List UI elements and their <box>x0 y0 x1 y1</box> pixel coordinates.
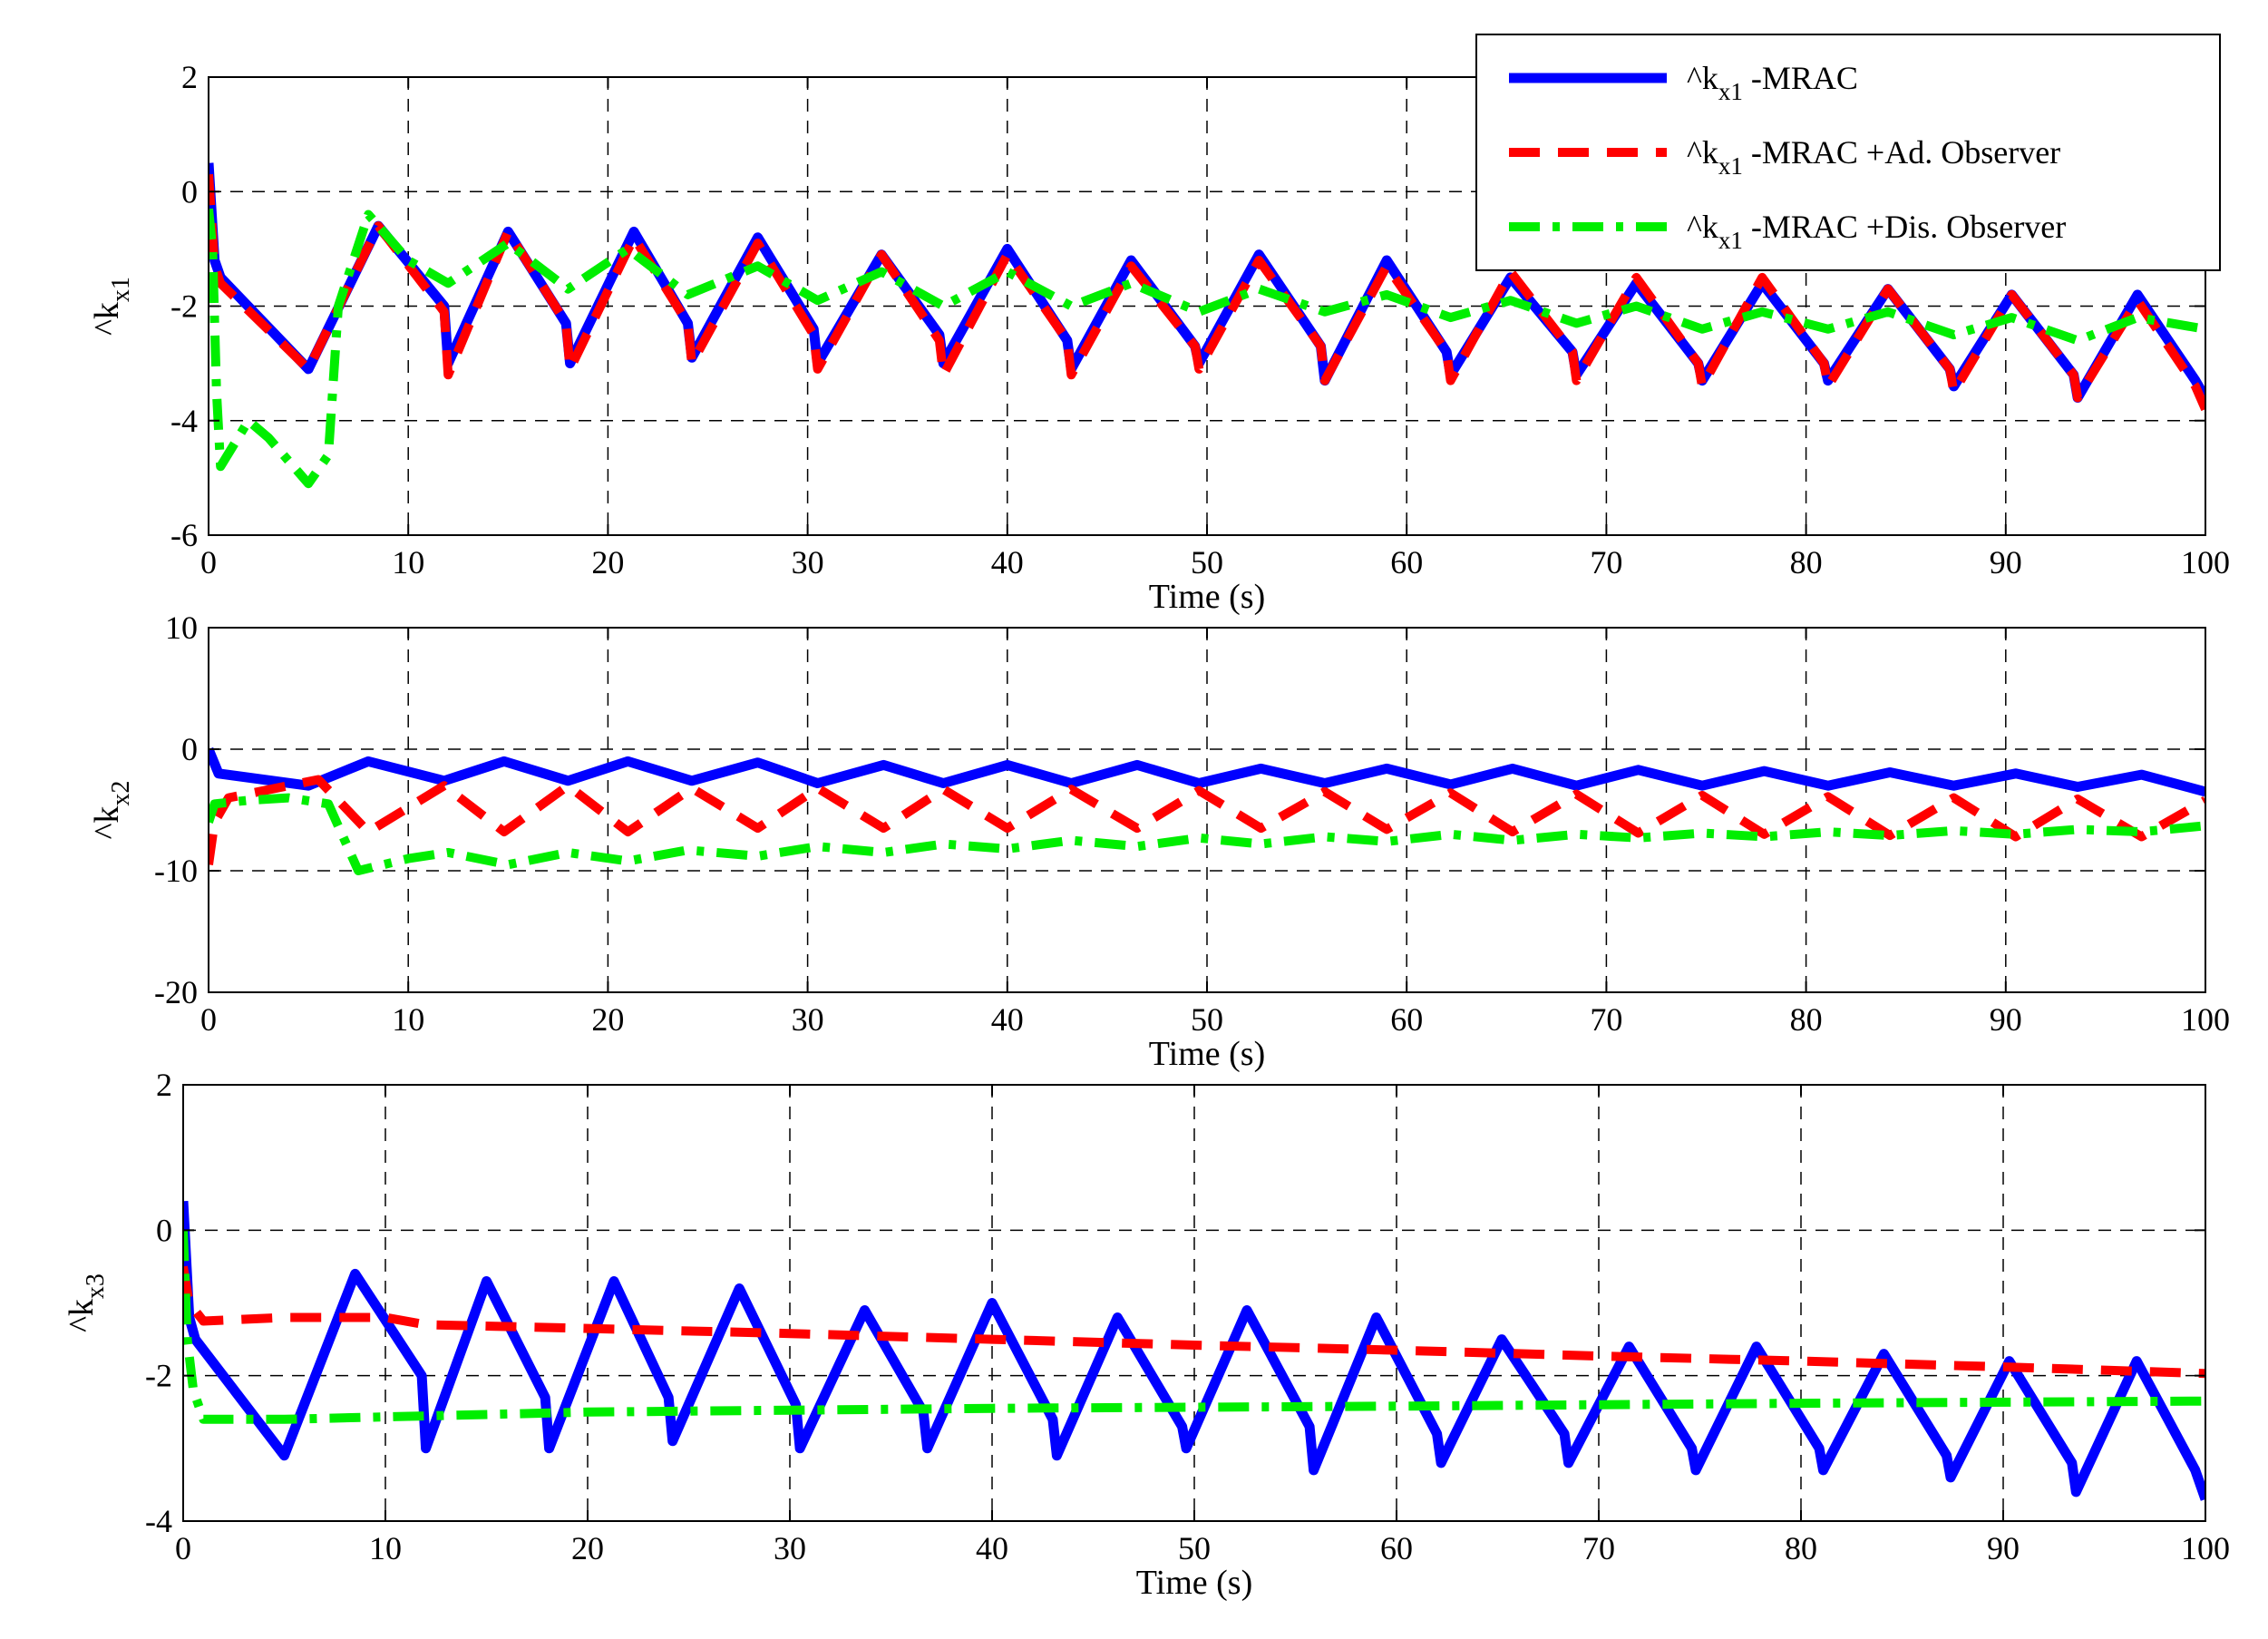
y-tick-label: -6 <box>170 517 198 553</box>
x-tick-label: 40 <box>991 1001 1024 1038</box>
y-axis-label-main: ^k <box>88 806 126 840</box>
y-tick-label: 0 <box>181 731 198 767</box>
y-axis-label-main: ^k <box>88 302 126 336</box>
x-tick-label: 100 <box>2181 1530 2230 1566</box>
series-line-dashdot <box>209 208 2205 489</box>
x-tick-label: 80 <box>1785 1530 1817 1566</box>
legend-label-rest: -MRAC +Ad. Observer <box>1743 134 2060 171</box>
y-tick-label: -20 <box>154 974 198 1010</box>
x-tick-label: 30 <box>774 1530 806 1566</box>
x-tick-label: 100 <box>2181 1001 2230 1038</box>
x-tick-label: 0 <box>200 544 217 580</box>
y-axis-label-sub: x2 <box>107 781 135 806</box>
x-tick-label: 40 <box>976 1530 1008 1566</box>
legend-label: ^kx1 -MRAC <box>1687 60 1858 105</box>
y-axis-label-sub: x3 <box>82 1273 110 1299</box>
x-axis-label: Time (s) <box>1149 1035 1265 1073</box>
x-tick-label: 80 <box>1790 1001 1823 1038</box>
y-tick-label: 0 <box>156 1212 172 1248</box>
x-tick-label: 20 <box>591 544 624 580</box>
y-tick-label: -4 <box>170 403 198 439</box>
x-tick-label: 80 <box>1790 544 1823 580</box>
x-tick-label: 90 <box>1990 1001 2022 1038</box>
x-tick-label: 30 <box>792 544 824 580</box>
legend-label-rest: -MRAC <box>1743 60 1858 96</box>
legend-label-sub: x1 <box>1718 227 1743 254</box>
y-tick-label: -4 <box>145 1503 172 1539</box>
y-axis-label: ^kx1 <box>88 277 135 336</box>
series-group <box>183 1201 2205 1501</box>
x-tick-label: 70 <box>1582 1530 1615 1566</box>
chart-panel-2: 0 10 20 30 40 50 60 70 80 90 100 -20 -10 0 10 Time (s) ^… <box>88 610 2230 1073</box>
legend-label-sub: x1 <box>1718 152 1743 180</box>
chart-panel-1: 0 10 20 30 40 50 60 70 80 90 100 -6 -4 -2 0 2 Time (s) ^k… <box>88 34 2230 616</box>
series-line-dashdot <box>183 1230 2205 1424</box>
x-axis-label: Time (s) <box>1136 1564 1252 1602</box>
x-tick-label: 60 <box>1390 1001 1423 1038</box>
series-group <box>209 746 2205 875</box>
x-tick-label: 90 <box>1990 544 2022 580</box>
chart-panel-3: 0 10 20 30 40 50 60 70 80 90 100 -4 -2 0 2 Time (s) ^kx3 <box>63 1067 2230 1602</box>
x-axis-label: Time (s) <box>1149 578 1265 616</box>
series-group <box>209 162 2205 489</box>
y-tick-label: 2 <box>181 59 198 95</box>
y-tick-label: -10 <box>154 853 198 889</box>
legend-label-main: ^k <box>1687 134 1718 171</box>
legend-label-rest: -MRAC +Dis. Observer <box>1743 209 2066 245</box>
x-tick-label: 0 <box>175 1530 191 1566</box>
x-tick-label: 50 <box>1191 544 1223 580</box>
x-tick-label: 90 <box>1987 1530 2020 1566</box>
x-tick-label: 70 <box>1590 544 1622 580</box>
legend-label: ^kx1 -MRAC +Ad. Observer <box>1687 134 2060 180</box>
series-line-solid <box>209 746 2205 797</box>
x-tick-label: 60 <box>1390 544 1423 580</box>
x-tick-label: 10 <box>392 1001 424 1038</box>
series-line-solid <box>183 1201 2205 1501</box>
y-tick-label: -2 <box>145 1358 172 1394</box>
y-tick-label: 10 <box>165 610 198 646</box>
y-axis-label: ^kx2 <box>88 781 135 840</box>
legend-label-main: ^k <box>1687 60 1718 96</box>
y-axis-label: ^kx3 <box>63 1273 110 1332</box>
x-tick-label: 30 <box>792 1001 824 1038</box>
x-tick-label: 10 <box>369 1530 402 1566</box>
y-tick-label: 0 <box>181 173 198 210</box>
x-tick-label: 70 <box>1590 1001 1622 1038</box>
series-line-dashed <box>209 775 2205 865</box>
legend: ^kx1 -MRAC^kx1 -MRAC +Ad. Observer^kx1 -… <box>1475 34 2221 271</box>
series-line-dashed <box>183 1265 2205 1379</box>
legend-label-sub: x1 <box>1718 78 1743 105</box>
x-tick-label: 100 <box>2181 544 2230 580</box>
legend-label-main: ^k <box>1687 209 1718 245</box>
y-axis-label-sub: x1 <box>107 277 135 302</box>
series-line-dashdot <box>209 793 2205 875</box>
x-tick-label: 40 <box>991 544 1024 580</box>
x-tick-label: 50 <box>1178 1530 1211 1566</box>
y-tick-label: -2 <box>170 288 198 325</box>
y-axis-label-main: ^k <box>63 1299 101 1332</box>
series-line-dashed <box>209 173 2205 412</box>
x-tick-label: 10 <box>392 544 424 580</box>
x-tick-label: 60 <box>1380 1530 1413 1566</box>
y-tick-label: 2 <box>156 1067 172 1103</box>
x-tick-label: 20 <box>571 1530 604 1566</box>
legend-label: ^kx1 -MRAC +Dis. Observer <box>1687 209 2066 254</box>
x-tick-label: 50 <box>1191 1001 1223 1038</box>
x-tick-label: 20 <box>591 1001 624 1038</box>
x-tick-label: 0 <box>200 1001 217 1038</box>
